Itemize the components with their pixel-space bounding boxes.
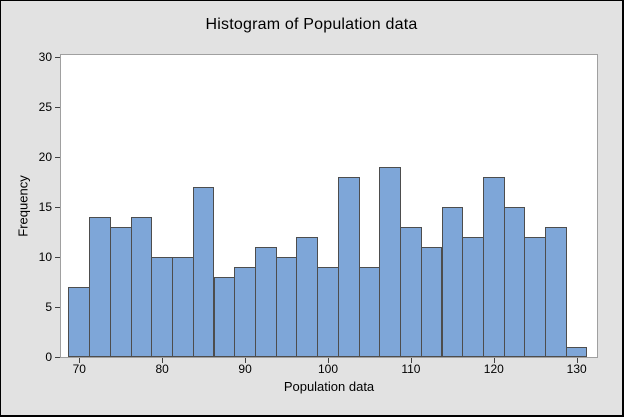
histogram-bar	[358, 267, 381, 357]
histogram-bar	[565, 347, 588, 357]
y-tick-label: 30	[38, 50, 52, 64]
x-tick-mark	[328, 358, 329, 363]
histogram-bar	[275, 257, 298, 357]
histogram-bar	[255, 247, 277, 357]
x-tick-mark	[79, 358, 81, 363]
x-tick-mark	[162, 358, 164, 363]
y-tick-mark	[55, 57, 60, 58]
x-axis-label: Population data	[283, 379, 375, 394]
x-tick-label: 110	[401, 362, 421, 376]
y-tick-label: 10	[38, 250, 52, 264]
x-tick-mark	[576, 358, 578, 363]
y-tick-label: 25	[38, 100, 52, 114]
y-tick-mark	[55, 107, 60, 108]
histogram-bar	[379, 167, 401, 357]
histogram-bar	[296, 237, 319, 357]
y-tick-mark	[55, 207, 60, 208]
histogram-bar	[130, 217, 153, 357]
y-tick-mark	[55, 307, 60, 308]
y-tick-label: 15	[38, 200, 52, 214]
y-tick-mark	[55, 357, 60, 358]
histogram-bar	[503, 207, 526, 357]
y-tick-label: 5	[45, 300, 52, 314]
histogram-bar	[192, 187, 215, 357]
x-tick-mark	[245, 358, 247, 363]
x-tick-label: 130	[566, 362, 587, 376]
y-tick-label: 0	[45, 350, 52, 364]
histogram-bar	[234, 267, 256, 357]
plot-area	[60, 54, 598, 358]
histogram-bar	[524, 237, 547, 357]
histogram-bar	[89, 217, 111, 357]
x-tick-mark	[493, 358, 495, 363]
x-tick-label: 100	[317, 362, 339, 376]
histogram-bar	[317, 267, 339, 357]
x-tick-label: 70	[72, 362, 86, 376]
x-tick-mark	[410, 358, 412, 363]
histogram-bar	[400, 227, 422, 357]
y-tick-mark	[55, 157, 60, 158]
histogram-bar	[337, 177, 360, 357]
x-tick-label: 80	[155, 362, 169, 376]
histogram-bar	[68, 287, 91, 357]
histogram-bar	[545, 227, 567, 357]
y-tick-label: 20	[38, 150, 52, 164]
x-tick-label: 120	[483, 362, 504, 376]
y-tick-mark	[55, 257, 60, 258]
chart-title: Histogram of Population data	[205, 16, 418, 33]
histogram-bar	[109, 227, 132, 357]
histogram-bar	[420, 247, 443, 357]
histogram-bar	[482, 177, 505, 357]
histogram-bar	[462, 237, 484, 357]
histogram-bar	[213, 277, 236, 357]
histogram-bar	[441, 207, 464, 357]
x-tick-label: 90	[238, 362, 252, 376]
histogram-bar	[151, 257, 173, 357]
histogram-bar	[172, 257, 194, 357]
